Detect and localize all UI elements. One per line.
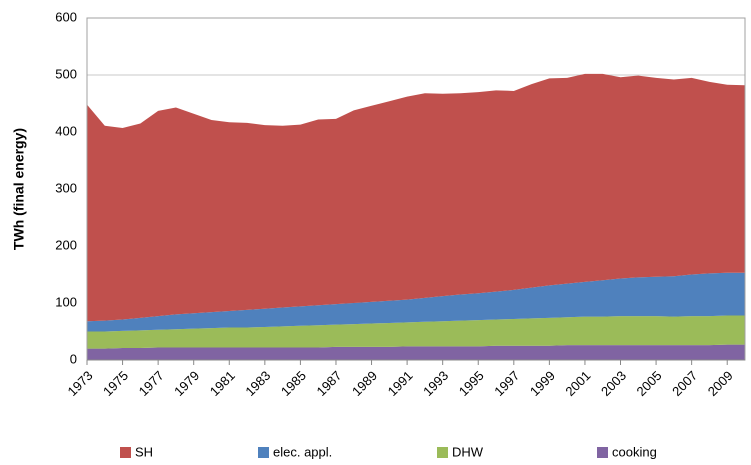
x-tick-label: 2001 <box>562 368 593 399</box>
x-tick-label: 1997 <box>491 368 522 399</box>
x-tick-label: 1999 <box>527 368 558 399</box>
area <box>87 272 745 332</box>
x-tick-label: 1995 <box>456 368 487 399</box>
y-tick-label: 400 <box>55 123 77 138</box>
y-tick-label: 200 <box>55 237 77 252</box>
legend-swatch <box>437 447 448 458</box>
legend-label: elec. appl. <box>273 444 332 459</box>
legend-swatch <box>258 447 269 458</box>
x-tick-label: 1977 <box>136 368 167 399</box>
x-tick-label: 1993 <box>420 368 451 399</box>
area <box>87 344 745 360</box>
legend-label: SH <box>135 444 153 459</box>
x-tick-label: 1987 <box>313 368 344 399</box>
legend-label: cooking <box>612 444 657 459</box>
x-tick-label: 1985 <box>278 368 309 399</box>
y-tick-label: 600 <box>55 9 77 24</box>
x-tick-label: 1979 <box>171 368 202 399</box>
x-tick-label: 1991 <box>385 368 416 399</box>
x-tick-label: 2009 <box>705 368 736 399</box>
area <box>87 315 745 349</box>
y-tick-label: 300 <box>55 180 77 195</box>
legend-swatch <box>597 447 608 458</box>
x-tick-label: 2005 <box>634 368 665 399</box>
legend-swatch <box>120 447 131 458</box>
y-tick-label: 100 <box>55 294 77 309</box>
area <box>87 73 745 322</box>
y-axis-label: TWh (final energy) <box>11 128 27 250</box>
x-tick-label: 1975 <box>100 368 131 399</box>
y-tick-label: 0 <box>70 351 77 366</box>
x-tick-label: 1973 <box>64 368 95 399</box>
y-tick-label: 500 <box>55 66 77 81</box>
x-tick-label: 1983 <box>242 368 273 399</box>
x-tick-label: 2007 <box>669 368 700 399</box>
legend-label: DHW <box>452 444 484 459</box>
x-tick-label: 1989 <box>349 368 380 399</box>
x-tick-label: 2003 <box>598 368 629 399</box>
x-tick-label: 1981 <box>207 368 238 399</box>
